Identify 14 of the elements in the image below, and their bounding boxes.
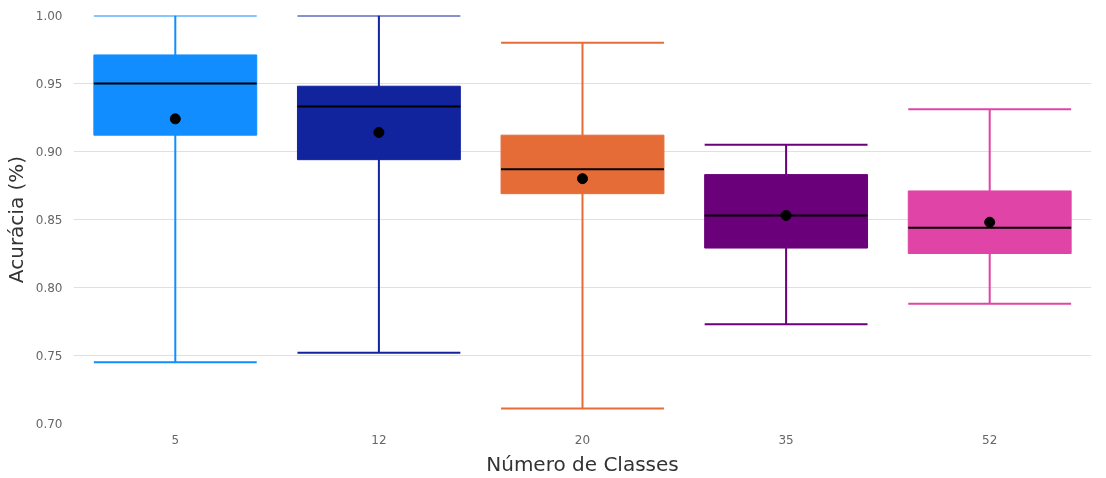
x-tick-label: 35: [778, 432, 794, 447]
y-tick-label: 0.80: [35, 281, 63, 295]
y-tick-label: 0.70: [35, 417, 63, 431]
y-tick-label: 0.95: [35, 77, 63, 91]
y-tick-label: 1.00: [35, 9, 63, 23]
y-tick-label: 0.90: [35, 145, 63, 159]
x-tick-label: 20: [574, 432, 591, 447]
y-tick-label: 0.75: [35, 349, 63, 363]
x-tick-label: 52: [982, 432, 998, 447]
x-tick-label: 5: [171, 432, 180, 447]
y-axis-title: Acurácia (%): [3, 155, 28, 284]
x-axis-title: Número de Classes: [486, 451, 679, 476]
x-tick-label: 12: [371, 432, 387, 447]
y-tick-label: 0.85: [35, 213, 63, 227]
